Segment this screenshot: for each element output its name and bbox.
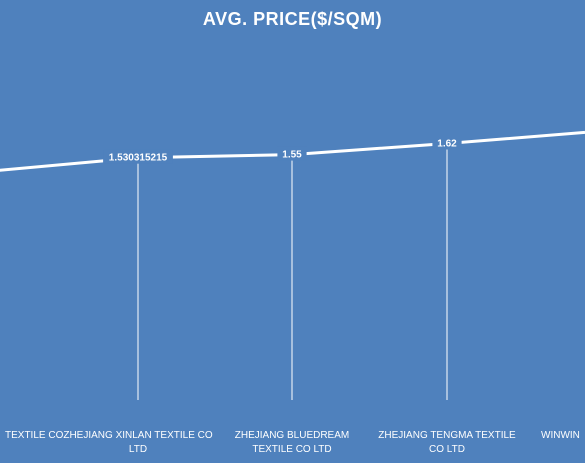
x-tick-label-1-1: LTD: [129, 444, 147, 455]
data-label-box-3: [432, 135, 462, 150]
data-label-3: 1.62: [437, 139, 457, 150]
x-tick-label-3-0: ZHEJIANG TENGMA TEXTILE: [378, 430, 516, 441]
x-tick-label-4-0: WINWIN: [541, 430, 580, 441]
x-tick-label-2-0: ZHEJIANG BLUEDREAM: [235, 430, 349, 441]
chart-title: AVG. PRICE($/SQM): [202, 9, 383, 29]
x-tick-label-1-0: ZHEJIANG XINLAN TEXTILE CO: [63, 430, 213, 441]
data-label-1: 1.530315215: [109, 153, 168, 164]
data-label-box-1: [103, 149, 173, 164]
data-label-2: 1.55: [282, 150, 302, 161]
data-label-box-2: [277, 146, 307, 161]
x-tick-label-0-0: TEXTILE CO: [5, 430, 64, 441]
x-tick-label-2-1: TEXTILE CO LTD: [252, 444, 331, 455]
x-tick-label-3-1: CO LTD: [429, 444, 465, 455]
